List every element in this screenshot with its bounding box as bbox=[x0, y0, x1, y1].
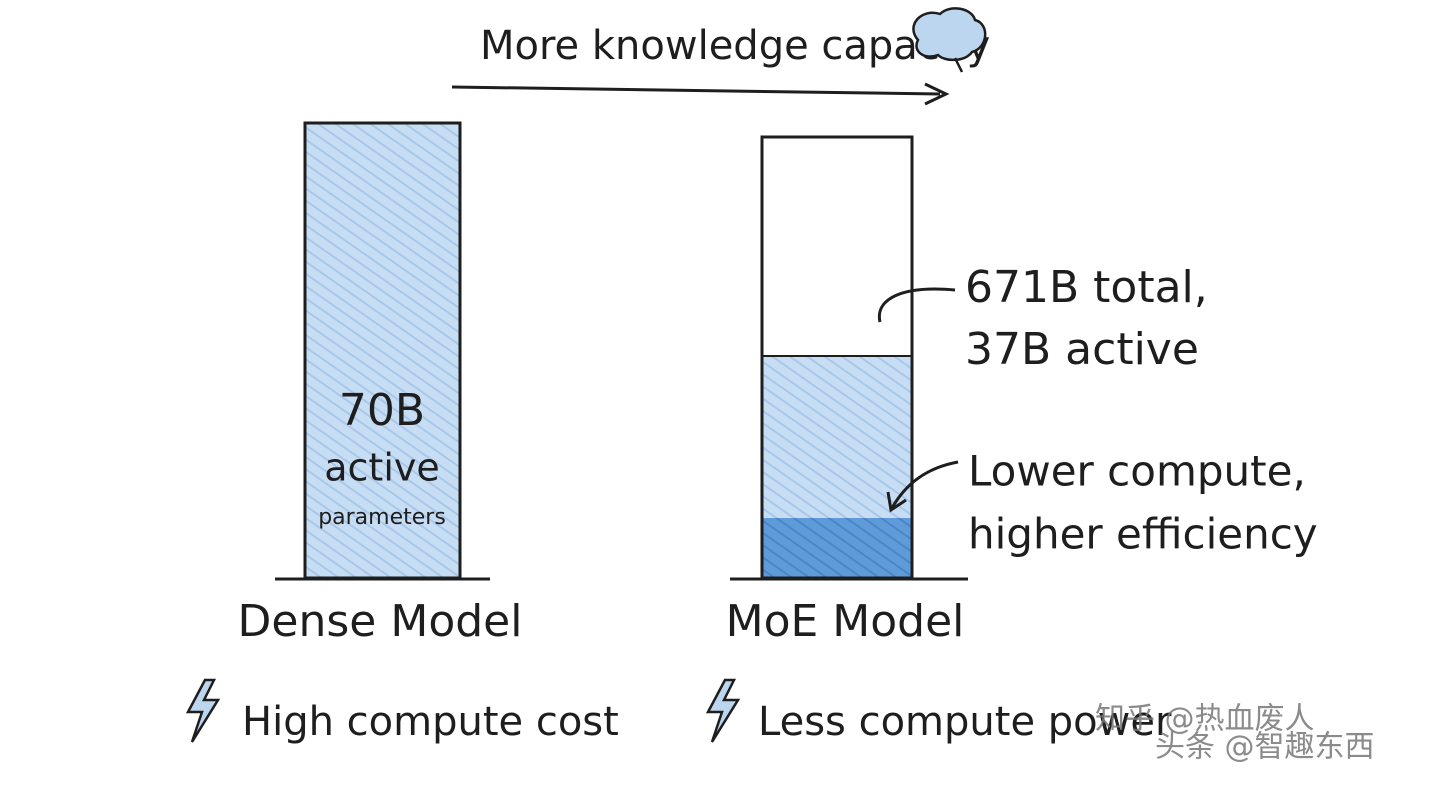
dense-label: 70B bbox=[339, 385, 425, 436]
title: More knowledge capacity bbox=[480, 23, 990, 69]
dense-label: parameters bbox=[318, 505, 446, 530]
dense-name: Dense Model bbox=[238, 596, 523, 647]
moe-total: 671B total, bbox=[965, 262, 1208, 313]
watermark: 头条 @智趣东西 bbox=[1155, 730, 1375, 765]
pointer bbox=[886, 460, 959, 513]
moe-compute: Lower compute, bbox=[968, 447, 1306, 496]
arrow-line bbox=[451, 85, 941, 96]
moe-note: Less compute power bbox=[758, 699, 1172, 745]
dense-label: active bbox=[324, 446, 440, 490]
dense-note: High compute cost bbox=[242, 699, 619, 745]
moe-active-fill bbox=[762, 356, 912, 518]
lightning-icon bbox=[185, 678, 221, 743]
dense-bar bbox=[303, 121, 462, 580]
pointer bbox=[877, 287, 956, 323]
watermark: 知乎 @热血废人 bbox=[1095, 702, 1315, 737]
moe-compute: higher efficiency bbox=[968, 510, 1318, 559]
moe-name: MoE Model bbox=[726, 596, 965, 647]
arrow-head bbox=[924, 82, 950, 106]
lightning-icon bbox=[705, 678, 741, 743]
brain-icon bbox=[912, 7, 987, 73]
moe-total: 37B active bbox=[965, 324, 1199, 375]
moe-compute-fill bbox=[762, 518, 912, 578]
